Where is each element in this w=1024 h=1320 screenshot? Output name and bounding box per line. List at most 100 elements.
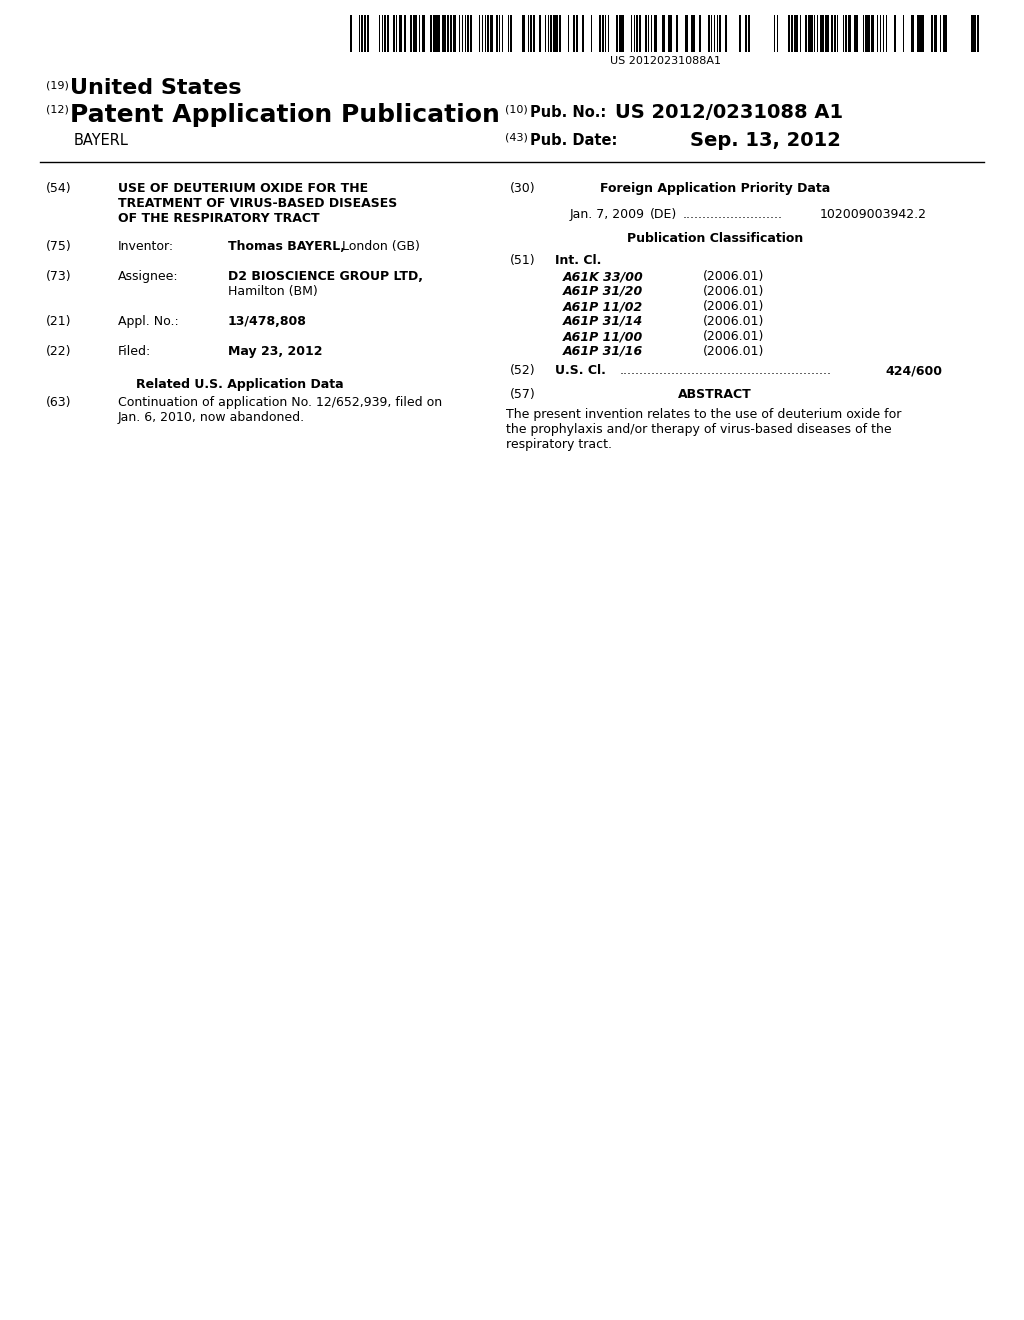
Bar <box>800 15 801 51</box>
Text: (51): (51) <box>510 253 536 267</box>
Bar <box>871 15 874 51</box>
Bar <box>433 15 436 51</box>
Bar <box>404 15 406 51</box>
Bar <box>379 15 380 51</box>
Bar <box>368 15 369 51</box>
Bar <box>361 15 364 51</box>
Bar <box>857 15 858 51</box>
Text: OF THE RESPIRATORY TRACT: OF THE RESPIRATORY TRACT <box>118 213 319 224</box>
Bar <box>522 15 525 51</box>
Bar <box>620 15 623 51</box>
Text: Continuation of application No. 12/652,939, filed on: Continuation of application No. 12/652,9… <box>118 396 442 409</box>
Text: (19): (19) <box>46 81 69 90</box>
Text: A61P 11/00: A61P 11/00 <box>563 330 643 343</box>
Bar <box>811 15 813 51</box>
Bar <box>831 15 833 51</box>
Text: Assignee:: Assignee: <box>118 271 178 282</box>
Text: (12): (12) <box>46 106 69 115</box>
Bar <box>602 15 603 51</box>
Bar <box>582 15 584 51</box>
Text: (2006.01): (2006.01) <box>703 285 764 298</box>
Bar <box>419 15 420 51</box>
Bar <box>387 15 389 51</box>
Bar <box>487 15 489 51</box>
Text: A61P 31/14: A61P 31/14 <box>563 315 643 327</box>
Bar <box>834 15 836 51</box>
Bar <box>616 15 617 51</box>
Bar <box>545 15 546 51</box>
Bar <box>837 15 839 51</box>
Text: (30): (30) <box>510 182 536 195</box>
Text: Hamilton (BM): Hamilton (BM) <box>228 285 317 298</box>
Bar <box>886 15 887 51</box>
Text: Pub. No.:: Pub. No.: <box>530 106 606 120</box>
Text: (2006.01): (2006.01) <box>703 271 764 282</box>
Bar <box>605 15 606 51</box>
Bar <box>416 15 418 51</box>
Text: (73): (73) <box>46 271 72 282</box>
Text: Thomas BAYERL,: Thomas BAYERL, <box>228 240 345 253</box>
Bar <box>453 15 457 51</box>
Bar <box>934 15 937 51</box>
Text: Sep. 13, 2012: Sep. 13, 2012 <box>690 131 841 150</box>
Bar <box>677 15 678 51</box>
Text: (52): (52) <box>510 364 536 378</box>
Bar <box>945 15 947 51</box>
Bar <box>877 15 879 51</box>
Bar <box>393 15 394 51</box>
Bar <box>650 15 652 51</box>
Text: Int. Cl.: Int. Cl. <box>555 253 601 267</box>
Text: Filed:: Filed: <box>118 345 152 358</box>
Bar <box>685 15 688 51</box>
Bar <box>883 15 884 51</box>
Bar <box>607 15 609 51</box>
Text: United States: United States <box>70 78 242 98</box>
Bar <box>398 15 401 51</box>
Bar <box>548 15 549 51</box>
Bar <box>411 15 412 51</box>
Bar <box>490 15 494 51</box>
Text: ABSTRACT: ABSTRACT <box>678 388 752 401</box>
Bar <box>567 15 569 51</box>
Bar <box>438 15 440 51</box>
Text: 424/600: 424/600 <box>885 364 942 378</box>
Bar <box>794 15 797 51</box>
Bar <box>725 15 727 51</box>
Text: Jan. 6, 2010, now abandoned.: Jan. 6, 2010, now abandoned. <box>118 411 305 424</box>
Text: Patent Application Publication: Patent Application Publication <box>70 103 500 127</box>
Bar <box>880 15 882 51</box>
Text: US 2012/0231088 A1: US 2012/0231088 A1 <box>615 103 843 121</box>
Bar <box>510 15 512 51</box>
Text: 13/478,808: 13/478,808 <box>228 315 307 327</box>
Text: (DE): (DE) <box>650 209 677 220</box>
Bar <box>720 15 721 51</box>
Text: respiratory tract.: respiratory tract. <box>506 438 612 451</box>
Text: BAYERL: BAYERL <box>74 133 129 148</box>
Bar <box>413 15 416 51</box>
Bar <box>530 15 532 51</box>
Text: The present invention relates to the use of deuterium oxide for: The present invention relates to the use… <box>506 408 901 421</box>
Text: .....................................................: ........................................… <box>620 364 831 378</box>
Bar <box>791 15 793 51</box>
Bar <box>920 15 923 51</box>
Bar <box>668 15 671 51</box>
Bar <box>788 15 790 51</box>
Bar <box>894 15 896 51</box>
Bar <box>462 15 463 51</box>
Bar <box>699 15 701 51</box>
Bar <box>940 15 941 51</box>
Bar <box>663 15 666 51</box>
Text: Inventor:: Inventor: <box>118 240 174 253</box>
Bar <box>846 15 847 51</box>
Text: Related U.S. Application Data: Related U.S. Application Data <box>136 378 344 391</box>
Bar <box>808 15 811 51</box>
Bar <box>843 15 844 51</box>
Bar <box>774 15 775 51</box>
Bar <box>436 15 439 51</box>
Text: May 23, 2012: May 23, 2012 <box>228 345 323 358</box>
Text: London (GB): London (GB) <box>338 240 420 253</box>
Text: (2006.01): (2006.01) <box>703 330 764 343</box>
Bar <box>465 15 466 51</box>
Bar <box>577 15 578 51</box>
Bar <box>496 15 498 51</box>
